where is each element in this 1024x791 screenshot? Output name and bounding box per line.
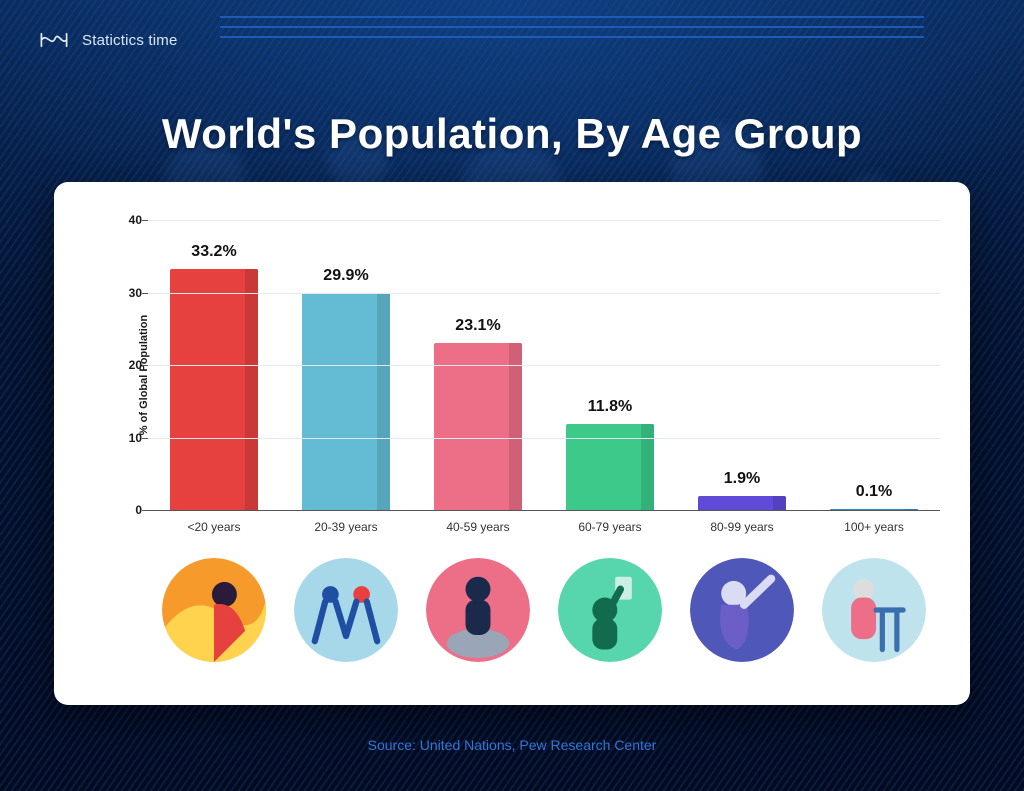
bar-value-label: 33.2% (191, 243, 236, 261)
accent-lines (220, 16, 924, 38)
x-axis-label: 20-39 years (280, 520, 412, 534)
y-tick-mark (142, 510, 148, 511)
y-tick-mark (142, 438, 148, 439)
y-tick-mark (142, 365, 148, 366)
logo-icon (40, 30, 68, 50)
x-axis-label: 80-99 years (676, 520, 808, 534)
illustration-row (148, 558, 940, 662)
bar: 1.9% (698, 496, 785, 510)
y-tick-label: 10 (114, 431, 142, 445)
grid-line (148, 438, 940, 439)
centenarians-illustration (822, 558, 926, 662)
brand-label: Statictics time (82, 32, 178, 49)
bar-value-label: 1.9% (724, 470, 760, 488)
adults-illustration (426, 558, 530, 662)
grid-line (148, 220, 940, 221)
x-axis-label: 40-59 years (412, 520, 544, 534)
y-tick-label: 40 (114, 213, 142, 227)
chart-card: % of Global Population 33.2%29.9%23.1%11… (54, 182, 970, 705)
youth-illustration (162, 558, 266, 662)
x-axis-label: 100+ years (808, 520, 940, 534)
bar-value-label: 29.9% (323, 267, 368, 285)
young-adults-illustration (294, 558, 398, 662)
bar-value-label: 11.8% (588, 398, 632, 416)
bar: 23.1% (434, 343, 521, 510)
x-axis-label: 60-79 years (544, 520, 676, 534)
seniors-illustration (690, 558, 794, 662)
grid-line (148, 510, 940, 511)
y-tick-mark (142, 220, 148, 221)
grid-line (148, 365, 940, 366)
x-axis-label: <20 years (148, 520, 280, 534)
y-tick-label: 30 (114, 286, 142, 300)
y-tick-label: 0 (114, 503, 142, 517)
bar: 29.9% (302, 293, 389, 510)
bar: 33.2% (170, 269, 257, 510)
bar-chart: % of Global Population 33.2%29.9%23.1%11… (114, 210, 940, 540)
y-tick-mark (142, 293, 148, 294)
mature-illustration (558, 558, 662, 662)
source-attribution: Source: United Nations, Pew Research Cen… (0, 737, 1024, 753)
bar-value-label: 0.1% (856, 483, 892, 501)
y-tick-label: 20 (114, 358, 142, 372)
page-title: World's Population, By Age Group (0, 110, 1024, 158)
header: Statictics time (40, 30, 178, 50)
bar-value-label: 23.1% (455, 317, 500, 335)
grid-line (148, 293, 940, 294)
